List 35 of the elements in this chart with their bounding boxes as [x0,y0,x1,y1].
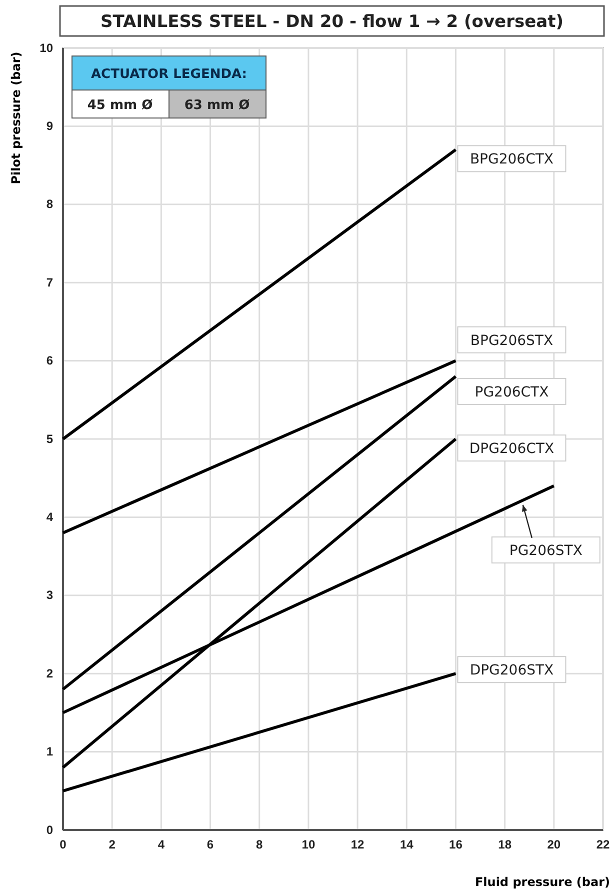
x-tick-label: 18 [498,838,512,852]
chart-title: STAINLESS STEEL - DN 20 - flow 1 → 2 (overseat) [100,12,564,32]
x-tick-label: 16 [449,838,463,852]
series-label: DPG206CTX [469,441,554,457]
x-tick-label: 14 [400,838,414,852]
y-tick-label: 9 [46,119,54,134]
x-tick-label: 6 [206,838,214,852]
annotation: 63 mm Ø [184,98,250,113]
y-tick-label: 8 [46,197,54,212]
series-label: BPG206CTX [470,152,554,168]
x-tick-label: 2 [108,838,116,852]
y-tick-label: 2 [46,666,54,680]
x-tick-label: 0 [60,838,67,852]
annotation: 45 mm Ø [87,98,153,113]
y-tick-label: 1 [46,744,54,759]
y-tick-label: 10 [40,40,54,55]
legend-title: ACTUATOR LEGENDA: [90,67,248,82]
x-tick-label: 20 [547,838,561,852]
y-tick-label: 5 [46,432,54,446]
series-label: DPG206STX [470,662,554,679]
series-label: BPG206STX [470,332,554,349]
x-tick-label: 8 [256,838,264,852]
y-tick-label: 0 [46,822,54,837]
x-tick-label: 4 [158,838,165,852]
text: PG206STX [509,542,583,559]
x-tick-label: 22 [596,838,610,852]
y-axis-title: Pilot pressure (bar) [9,52,23,184]
y-tick-label: 6 [46,354,54,368]
x-tick-label: 12 [350,838,365,852]
x-tick-label: 10 [302,838,316,852]
series-label: PG206CTX [474,384,550,400]
x-axis-title: Fluid pressure (bar) [474,875,610,889]
y-tick-label: 7 [46,275,54,290]
y-tick-label: 4 [46,510,54,524]
y-tick-label: 3 [46,588,54,602]
